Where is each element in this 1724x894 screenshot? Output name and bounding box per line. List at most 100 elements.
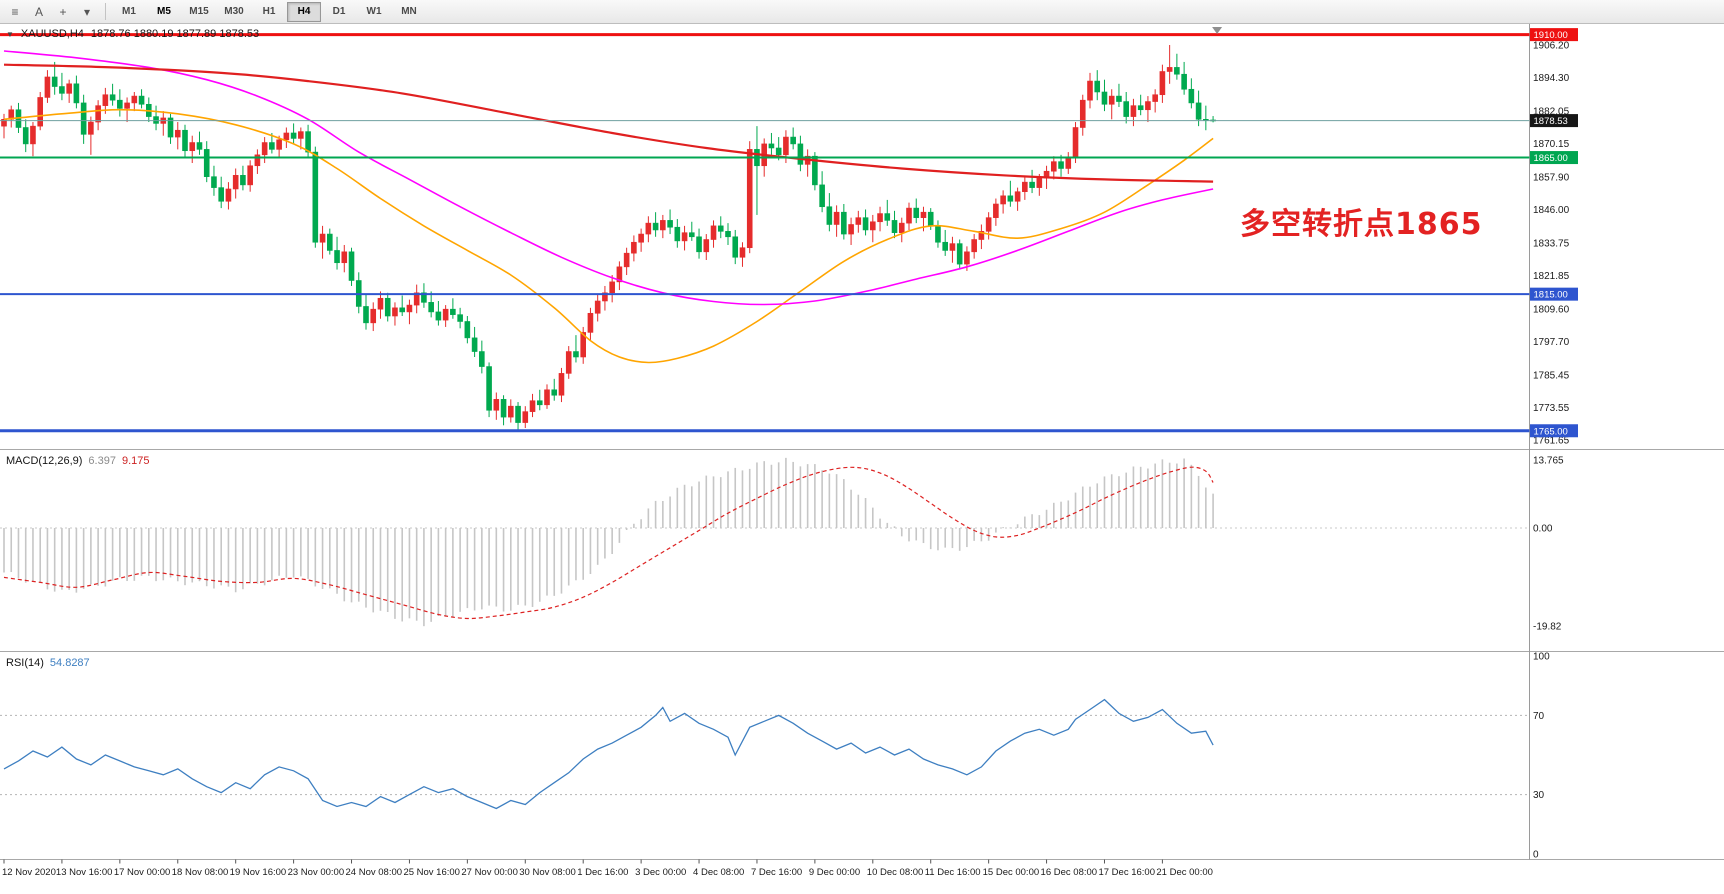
crosshair-icon[interactable]: + bbox=[59, 4, 67, 19]
candle-body bbox=[688, 232, 695, 238]
candle-body bbox=[978, 231, 985, 240]
candle-body bbox=[341, 251, 348, 264]
candle-body bbox=[493, 399, 500, 411]
macd-histogram-bar bbox=[155, 528, 157, 582]
macd-histogram-bar bbox=[886, 522, 889, 528]
candle-body bbox=[138, 95, 145, 105]
candle-body bbox=[536, 400, 543, 406]
candle-body bbox=[710, 225, 717, 240]
price-badge-label: 1865.00 bbox=[1534, 153, 1568, 164]
macd-histogram-bar bbox=[263, 528, 266, 586]
macd-histogram-bar bbox=[872, 507, 874, 528]
price-badge bbox=[1530, 28, 1578, 42]
candle-body bbox=[703, 239, 710, 253]
candle-body bbox=[942, 241, 949, 251]
macd-histogram-bar bbox=[850, 489, 852, 528]
timeframe-h4-button[interactable]: H4 bbox=[287, 1, 321, 22]
candle-body bbox=[594, 300, 601, 314]
candle-body bbox=[196, 142, 203, 150]
candle-body bbox=[1051, 161, 1057, 172]
macd-histogram-bar bbox=[423, 528, 425, 627]
candle-body bbox=[1195, 102, 1202, 120]
candle-body bbox=[1079, 99, 1086, 128]
chart-canvas[interactable]: 1906.20 1894.30 1882.05 1870.15 1857.90 1846.… bbox=[0, 24, 1724, 894]
macd-histogram-bar bbox=[633, 523, 635, 528]
macd-histogram-bar bbox=[278, 528, 280, 576]
chart-title: ▼ XAUUSD,H4 1878.76 1880.19 1877.89 1878… bbox=[6, 28, 259, 40]
candle-body bbox=[153, 116, 159, 124]
candle-body bbox=[522, 411, 529, 423]
macd-histogram-bar bbox=[119, 528, 121, 578]
macd-histogram-bar bbox=[481, 528, 483, 610]
candle-body bbox=[717, 225, 724, 232]
macd-histogram-bar bbox=[575, 528, 577, 581]
timeframe-d1-button[interactable]: D1 bbox=[332, 6, 346, 17]
macd-histogram-bar bbox=[350, 528, 353, 603]
time-label: 24 Nov 08:00 bbox=[346, 867, 403, 878]
timeframe-m1-button[interactable]: M1 bbox=[122, 6, 136, 17]
timeframe-m5-button[interactable]: M5 bbox=[157, 6, 171, 17]
candle-body bbox=[812, 155, 818, 186]
macd-histogram-bar bbox=[198, 528, 201, 582]
candle-body bbox=[471, 337, 478, 352]
indicator-dropdown-icon[interactable]: ▾ bbox=[83, 4, 91, 19]
macd-histogram-bar bbox=[10, 528, 13, 573]
macd-histogram-bar bbox=[625, 528, 628, 530]
timeframe-mn-button[interactable]: MN bbox=[401, 6, 417, 17]
macd-histogram-bar bbox=[734, 467, 737, 528]
macd-histogram-bar bbox=[582, 528, 584, 580]
timeframe-m30-button[interactable]: M30 bbox=[224, 6, 244, 17]
macd-histogram-bar bbox=[1060, 501, 1062, 528]
macd-scale-label: 0.00 bbox=[1533, 524, 1553, 535]
macd-indicator-label: MACD(12,26,9) 6.397 9.175 bbox=[6, 455, 149, 467]
candle-body bbox=[88, 121, 94, 135]
macd-histogram-bar bbox=[669, 496, 671, 528]
shift-marker-icon bbox=[1212, 27, 1223, 34]
macd-histogram-bar bbox=[517, 528, 519, 605]
candle-body bbox=[174, 129, 181, 138]
annotation-text: 多空转折点1865 bbox=[1240, 207, 1483, 242]
candle-body bbox=[428, 302, 434, 313]
candle-body bbox=[790, 136, 796, 145]
timeframe-w1-button[interactable]: W1 bbox=[366, 6, 382, 17]
time-label: 11 Dec 16:00 bbox=[925, 867, 981, 878]
macd-histogram-bar bbox=[567, 528, 570, 586]
chart-title-symbol: XAUUSD,H4 bbox=[20, 28, 84, 40]
candle-body bbox=[435, 311, 442, 321]
macd-histogram-bar bbox=[473, 528, 476, 611]
macd-histogram-bar bbox=[227, 528, 230, 587]
candle-body bbox=[623, 252, 630, 268]
macd-histogram-bar bbox=[148, 528, 150, 576]
price-tick-label: 1785.45 bbox=[1533, 370, 1570, 381]
collapse-triangle-icon[interactable]: ▼ bbox=[6, 29, 14, 39]
timeframe-h1-button[interactable]: H1 bbox=[262, 6, 276, 17]
macd-histogram-bar bbox=[712, 476, 715, 528]
macd-histogram-bar bbox=[879, 518, 881, 528]
macd-histogram-bar bbox=[510, 528, 512, 611]
timeframe-m15-button[interactable]: M15 bbox=[189, 6, 209, 17]
candle-body bbox=[587, 312, 594, 333]
macd-histogram-bar bbox=[604, 528, 606, 559]
macd-histogram-bar bbox=[162, 528, 165, 581]
macd-histogram-bar bbox=[357, 528, 360, 602]
macd-histogram-bar bbox=[785, 457, 787, 528]
macd-histogram-bar bbox=[1009, 527, 1012, 529]
time-label: 15 Dec 00:00 bbox=[983, 867, 1040, 878]
macd-histogram-bar bbox=[1074, 492, 1077, 528]
macd-histogram-bar bbox=[662, 501, 664, 528]
macd-histogram-bar bbox=[640, 519, 642, 528]
price-badge bbox=[1530, 151, 1578, 165]
candle-body bbox=[935, 225, 941, 243]
macd-histogram-bar bbox=[1038, 515, 1041, 528]
macd-scale-label: 13.765 bbox=[1533, 455, 1564, 466]
macd-histogram-bar bbox=[401, 528, 403, 622]
charts-grid-icon[interactable]: ≡ bbox=[11, 4, 19, 19]
macd-histogram-bar bbox=[596, 528, 599, 565]
candle-body bbox=[971, 239, 977, 253]
macd-histogram-bar bbox=[126, 528, 128, 582]
macd-histogram-bar bbox=[589, 528, 592, 574]
text-label-icon[interactable]: A bbox=[34, 4, 43, 19]
macd-histogram-bar bbox=[82, 528, 85, 589]
macd-histogram-bar bbox=[292, 528, 295, 578]
macd-histogram-bar bbox=[314, 528, 317, 587]
